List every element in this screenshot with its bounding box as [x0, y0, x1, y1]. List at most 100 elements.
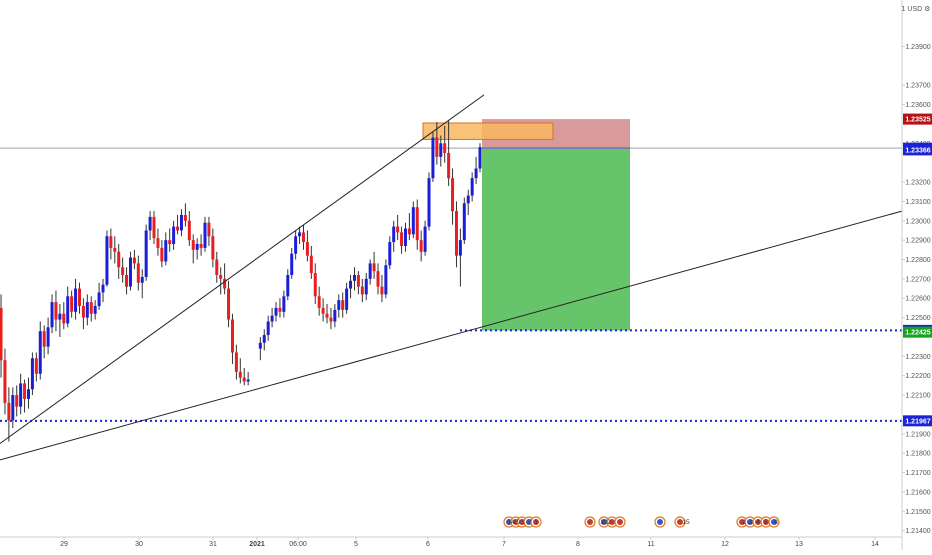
- position-target-area[interactable]: [482, 148, 630, 331]
- price-label[interactable]: 1.23366: [903, 144, 932, 156]
- event-badge[interactable]: [744, 516, 756, 528]
- candle: [294, 230, 298, 260]
- candle: [77, 282, 81, 314]
- candle: [368, 259, 372, 285]
- price-label-box[interactable]: [903, 415, 932, 427]
- price-label[interactable]: 1.21967: [903, 415, 932, 427]
- time-axis: 29 30 31 2021 06:00 5 6 7 8 11 12 13 14: [0, 536, 902, 548]
- candle: [376, 263, 380, 295]
- candle: [282, 290, 286, 318]
- event-badge-label: 7: [528, 519, 532, 526]
- event-badge[interactable]: [584, 516, 596, 528]
- price-tick-label: 1.22500: [905, 315, 930, 322]
- candle: [187, 211, 191, 246]
- price-tick-label: 1.22800: [905, 257, 930, 264]
- event-badge-label: 4: [756, 519, 760, 526]
- price-tick-label: 1.22600: [905, 296, 930, 303]
- candle-body: [298, 232, 302, 237]
- event-badge[interactable]: [736, 516, 748, 528]
- event-badge[interactable]: [598, 516, 610, 528]
- candle-body: [58, 313, 62, 320]
- price-label-box[interactable]: [903, 113, 932, 125]
- candle-body: [50, 302, 54, 328]
- candle: [423, 220, 427, 256]
- candle-body: [474, 168, 478, 179]
- event-badge[interactable]: [674, 516, 686, 528]
- candle-body: [223, 278, 227, 289]
- candle-body: [388, 242, 392, 266]
- event-badge-label: 5: [763, 519, 767, 526]
- candle: [266, 315, 270, 341]
- candle: [195, 238, 199, 260]
- candle-body: [325, 313, 329, 318]
- candle-body: [26, 389, 30, 399]
- candle-body: [191, 240, 195, 250]
- candle-body: [466, 195, 470, 204]
- time-tick-label: 6: [426, 541, 430, 548]
- event-badge-label: 29: [513, 519, 521, 526]
- flag-icon: [755, 519, 761, 525]
- candle: [317, 286, 321, 316]
- candle: [329, 307, 333, 330]
- candle-body: [286, 275, 290, 297]
- candle: [223, 263, 227, 295]
- candle-body: [144, 230, 148, 277]
- candle-body: [294, 236, 298, 254]
- event-badge[interactable]: [768, 516, 780, 528]
- candle: [121, 257, 125, 283]
- candle-body: [89, 302, 93, 314]
- candle-body: [407, 228, 411, 235]
- event-badge-label: 8: [774, 519, 778, 526]
- candle: [160, 240, 164, 268]
- candle-body: [290, 253, 294, 275]
- trendline-upper[interactable]: [0, 94, 485, 444]
- candle: [183, 203, 187, 227]
- candle-body: [262, 335, 266, 343]
- candle: [396, 214, 400, 241]
- candle-body: [396, 226, 400, 233]
- candle-body: [349, 280, 353, 289]
- event-badge[interactable]: [614, 516, 626, 528]
- candle: [191, 234, 195, 264]
- price-label-box[interactable]: [903, 144, 932, 156]
- candle: [427, 172, 431, 231]
- event-badge-label: 3: [749, 519, 753, 526]
- candle-body: [278, 307, 282, 312]
- event-badge[interactable]: [530, 516, 542, 528]
- candle: [258, 336, 262, 361]
- candle: [470, 172, 474, 202]
- candle: [360, 278, 364, 303]
- candle-body: [317, 296, 321, 308]
- price-label[interactable]: 1.23525: [903, 113, 932, 125]
- candle-body: [15, 395, 19, 407]
- price-tick-label: 1.23200: [905, 180, 930, 187]
- candle: [298, 226, 302, 245]
- candle-body: [458, 240, 462, 256]
- price-label[interactable]: 1.22425: [903, 326, 932, 338]
- supply-zone[interactable]: [422, 122, 554, 140]
- event-badge[interactable]: [752, 516, 764, 528]
- candle-body: [309, 255, 313, 274]
- candle: [286, 269, 290, 301]
- trendline-lower[interactable]: [0, 210, 903, 461]
- candle: [234, 344, 238, 380]
- candle-body: [337, 300, 341, 310]
- event-badge[interactable]: [654, 516, 666, 528]
- candle-body: [423, 226, 427, 252]
- flag-icon: [533, 519, 539, 525]
- candle: [164, 232, 168, 266]
- candle-body: [266, 321, 270, 336]
- candle-body: [356, 275, 360, 287]
- candle-body: [46, 327, 50, 347]
- price-tick-label: 1.21700: [905, 470, 930, 477]
- candle: [128, 251, 132, 291]
- candle: [23, 379, 27, 413]
- flag-icon: [763, 519, 769, 525]
- price-label-box[interactable]: [903, 326, 932, 338]
- event-badge-label: 14: [507, 519, 515, 526]
- time-tick-label: 30: [135, 541, 143, 548]
- candle: [227, 280, 231, 328]
- flag-icon: [609, 519, 615, 525]
- candle-body: [470, 178, 474, 196]
